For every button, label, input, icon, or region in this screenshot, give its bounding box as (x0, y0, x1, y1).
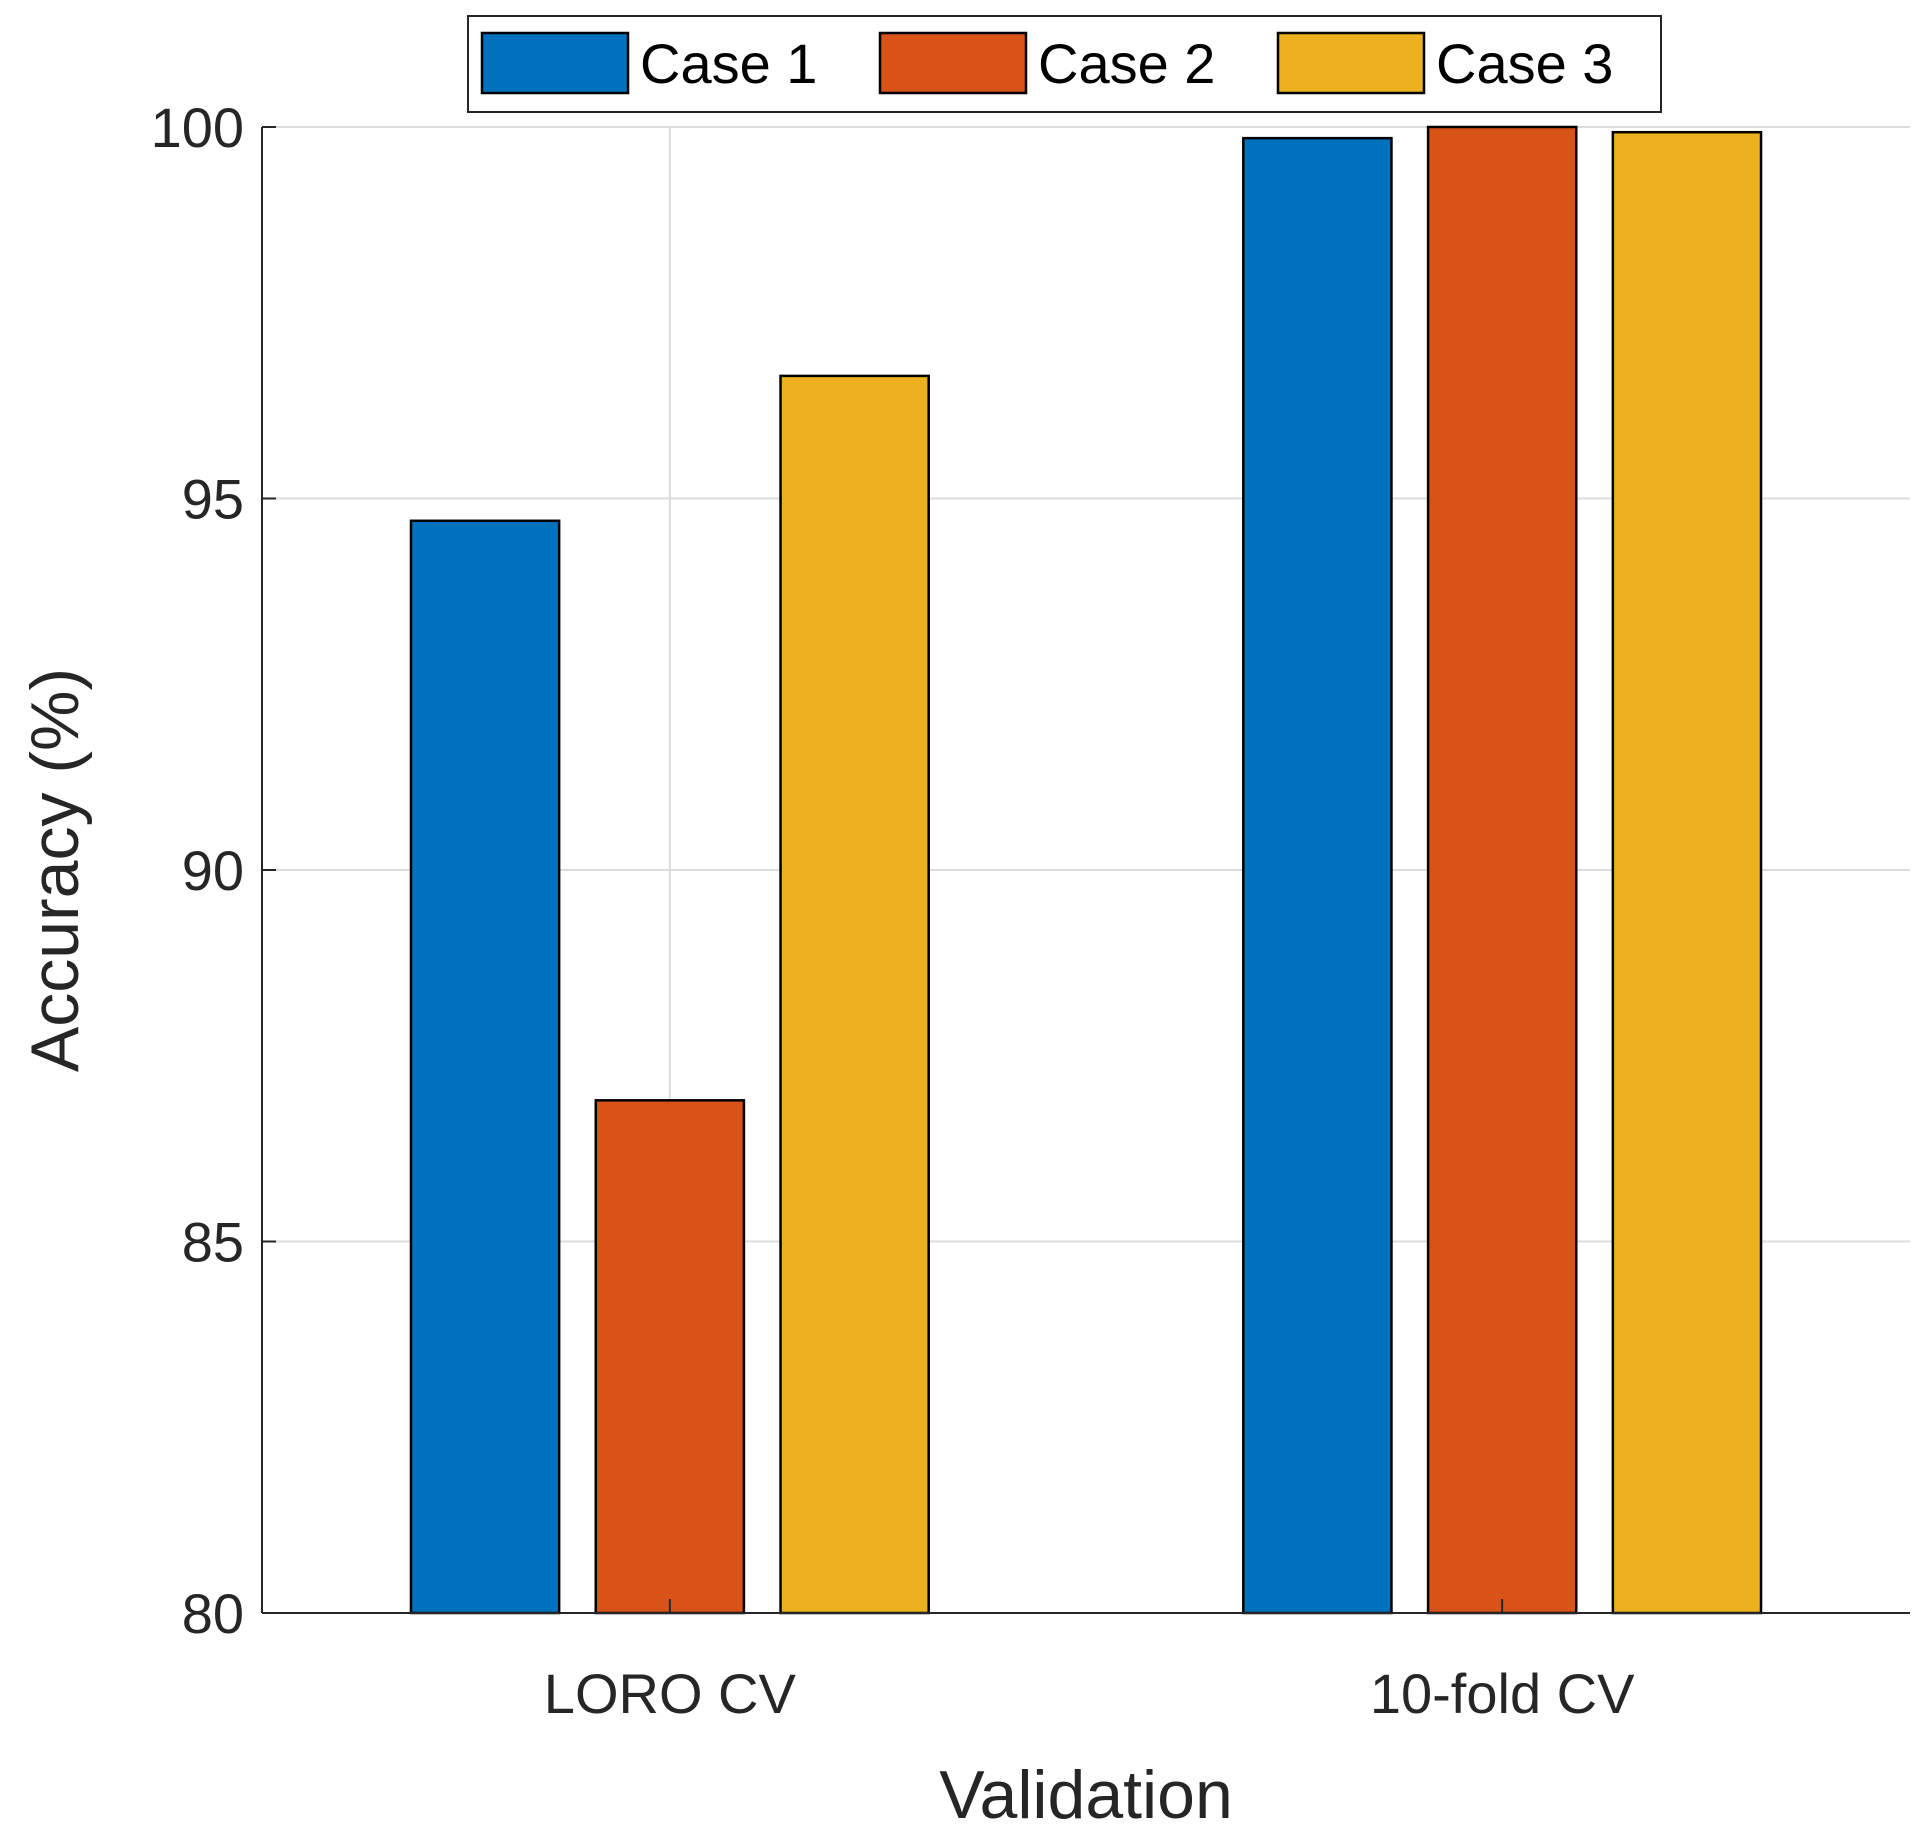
legend-box (467, 15, 1662, 113)
y-tick-label: 95 (182, 468, 244, 531)
legend: Case 1 Case 2 Case 3 (467, 15, 1662, 113)
legend-label: Case 2 (1038, 32, 1215, 95)
bars (409, 125, 1763, 1615)
bar-case-1 (409, 519, 561, 1615)
y-axis-label: Accuracy (%) (17, 668, 93, 1072)
legend-swatch (480, 31, 630, 95)
x-tick-label: LORO CV (544, 1662, 797, 1725)
legend-swatch (1276, 31, 1426, 95)
bar-case-2 (594, 1099, 746, 1615)
bar-case-3 (1611, 130, 1763, 1615)
bar-case-1 (1242, 136, 1393, 1615)
bar-case-3 (779, 374, 930, 1615)
y-tick-label: 80 (182, 1582, 244, 1645)
bar-case-2 (1426, 125, 1578, 1615)
y-tick-label: 100 (151, 96, 244, 159)
y-tick-label: 90 (182, 839, 244, 902)
y-tick-label: 85 (182, 1211, 244, 1274)
legend-label: Case 3 (1436, 32, 1613, 95)
x-tick-label: 10-fold CV (1370, 1662, 1635, 1725)
axes: 80 85 90 95 100 LORO CV 10-fold CV (151, 96, 1910, 1725)
legend-swatch (878, 31, 1028, 95)
legend-label: Case 1 (640, 32, 817, 95)
x-axis-label: Validation (939, 1757, 1233, 1833)
